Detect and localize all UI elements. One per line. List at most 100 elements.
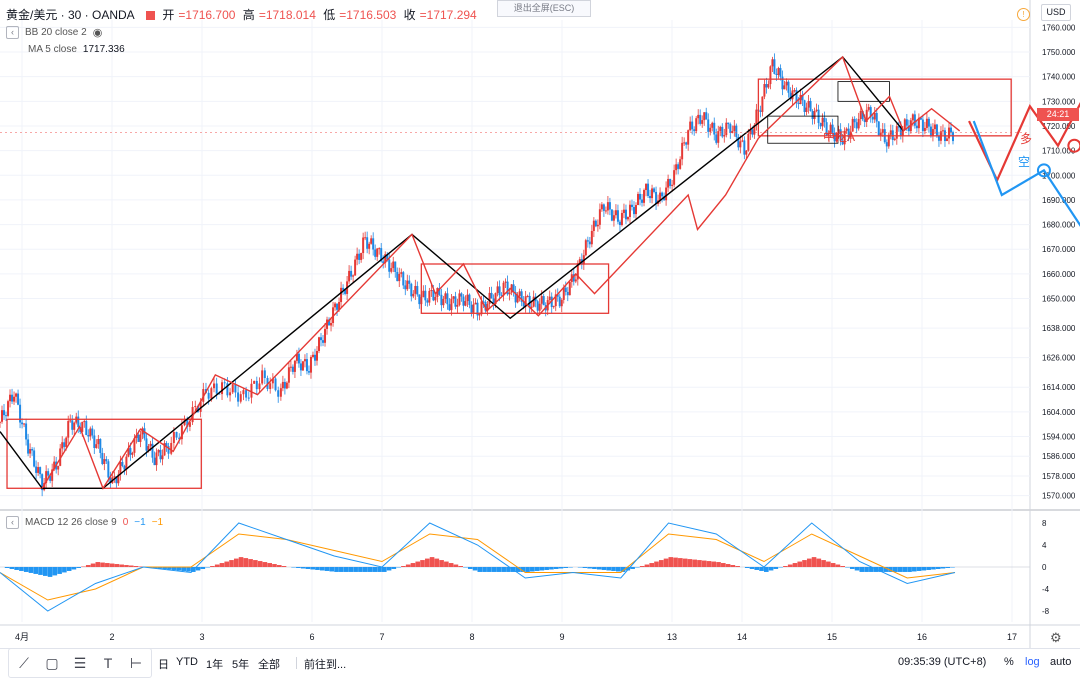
- goto-date-button[interactable]: 前往到...: [304, 656, 346, 672]
- ma-indicator[interactable]: MA 5 close 1717.336: [28, 44, 125, 55]
- candle-body: [466, 295, 468, 301]
- candle-body: [450, 299, 452, 310]
- rectangle-tool-icon[interactable]: ▢: [41, 653, 63, 673]
- range-day-button[interactable]: 日: [158, 656, 169, 672]
- candle-body: [404, 285, 406, 289]
- macd-histogram-bar: [902, 567, 907, 572]
- candle-body: [314, 355, 316, 361]
- macd-tick-label: -4: [1042, 585, 1050, 594]
- candle-body: [595, 221, 597, 227]
- bb-indicator[interactable]: ‹ BB 20 close 2 ◉: [6, 26, 102, 39]
- macd-histogram-bar: [611, 567, 616, 571]
- candle-body: [145, 438, 147, 450]
- candle-body: [615, 210, 617, 215]
- candle-body: [322, 340, 324, 343]
- macd-histogram-bar: [711, 562, 716, 567]
- macd-indicator[interactable]: ‹ MACD 12 26 close 9 0 −1 −1: [6, 516, 163, 529]
- macd-histogram-bar: [5, 567, 10, 568]
- macd-histogram-bar: [86, 565, 91, 567]
- macd-histogram-bar: [57, 567, 62, 574]
- candle-body: [286, 383, 288, 389]
- candle-body: [29, 449, 31, 454]
- macd-histogram-bar: [692, 560, 697, 567]
- macd-histogram-bar: [272, 564, 277, 567]
- candle-body: [727, 123, 729, 124]
- currency-button[interactable]: USD: [1041, 4, 1071, 21]
- candle-body: [729, 124, 731, 133]
- y-tick-label: 1760.000: [1042, 23, 1076, 32]
- x-tick-label: 15: [827, 632, 837, 642]
- log-toggle[interactable]: log: [1025, 656, 1040, 668]
- candle-body: [791, 91, 793, 100]
- range-1y-button[interactable]: 1年: [206, 656, 223, 672]
- high-value: =1718.014: [259, 8, 316, 22]
- candle-body: [693, 129, 695, 131]
- range-all-button[interactable]: 全部: [258, 656, 280, 672]
- macd-histogram-bar: [492, 567, 497, 572]
- range-ytd-button[interactable]: YTD: [176, 656, 198, 668]
- candle-body: [497, 286, 499, 293]
- candle-body: [808, 101, 810, 108]
- candle-body: [101, 453, 103, 464]
- zone-a-label: 中枢A: [823, 128, 855, 145]
- line-tool-icon[interactable]: ⟋: [13, 653, 35, 673]
- exit-fullscreen-button[interactable]: 退出全屏(ESC): [497, 0, 591, 17]
- candle-body: [719, 127, 721, 131]
- candle-body: [316, 351, 318, 361]
- collapse-icon[interactable]: ‹: [6, 516, 19, 529]
- candle-body: [812, 111, 814, 119]
- candle-body: [292, 367, 294, 372]
- macd-histogram-bar: [563, 567, 568, 568]
- candle-body: [434, 297, 436, 300]
- settings-gear-icon[interactable]: ⚙: [1050, 630, 1062, 646]
- macd-histogram-bar: [372, 567, 377, 572]
- candle-body: [408, 281, 410, 284]
- candle-body: [424, 291, 426, 301]
- candle-body: [675, 164, 677, 170]
- candle-body: [9, 395, 11, 401]
- y-tick-label: 1594.000: [1042, 433, 1076, 442]
- macd-histogram-bar: [420, 560, 425, 567]
- candle-body: [609, 202, 611, 209]
- collapse-icon[interactable]: ‹: [6, 26, 19, 39]
- measure-tool-icon[interactable]: ⊢: [125, 653, 147, 673]
- candle-body: [170, 443, 172, 454]
- macd-tick-label: 8: [1042, 519, 1047, 528]
- macd-histogram-bar: [186, 567, 191, 571]
- macd-histogram-bar: [592, 567, 597, 569]
- symbol-title[interactable]: 黄金/美元 · 30 · OANDA: [6, 8, 135, 22]
- candle-body: [569, 282, 571, 295]
- percent-toggle[interactable]: %: [1004, 656, 1014, 668]
- candle-body: [474, 303, 476, 305]
- candle-body: [856, 122, 858, 128]
- candle-body: [603, 204, 605, 210]
- macd-histogram-bar: [306, 567, 311, 569]
- candle-body: [930, 127, 932, 137]
- macd-histogram-bar: [110, 564, 115, 567]
- candle-body: [934, 125, 936, 130]
- candle-body: [625, 210, 627, 220]
- macd-histogram-bar: [53, 567, 58, 575]
- macd-histogram-bar: [177, 567, 182, 570]
- bottom-toolbar: 日 YTD 1年 5年 全部 前往到... 09:35:39 (UTC+8) %…: [0, 648, 1080, 676]
- candle-body: [442, 299, 444, 305]
- candle-body: [938, 136, 940, 141]
- y-tick-label: 1638.000: [1042, 324, 1076, 333]
- candle-body: [280, 388, 282, 397]
- candle-body: [372, 238, 374, 249]
- macd-histogram-bar: [707, 561, 712, 567]
- text-tool-icon[interactable]: T: [97, 653, 119, 673]
- macd-histogram-bar: [468, 567, 473, 569]
- candle-body: [623, 210, 625, 213]
- range-5y-button[interactable]: 5年: [232, 656, 249, 672]
- auto-toggle[interactable]: auto: [1050, 656, 1071, 668]
- eye-icon[interactable]: ◉: [93, 26, 103, 39]
- candle-body: [248, 398, 250, 399]
- warning-icon[interactable]: !: [1017, 8, 1030, 21]
- candle-body: [458, 293, 460, 305]
- candle-body: [256, 381, 258, 389]
- macd-label: MACD 12 26 close 9: [25, 517, 117, 528]
- candle-body: [63, 442, 65, 447]
- fib-tool-icon[interactable]: ☰: [69, 653, 91, 673]
